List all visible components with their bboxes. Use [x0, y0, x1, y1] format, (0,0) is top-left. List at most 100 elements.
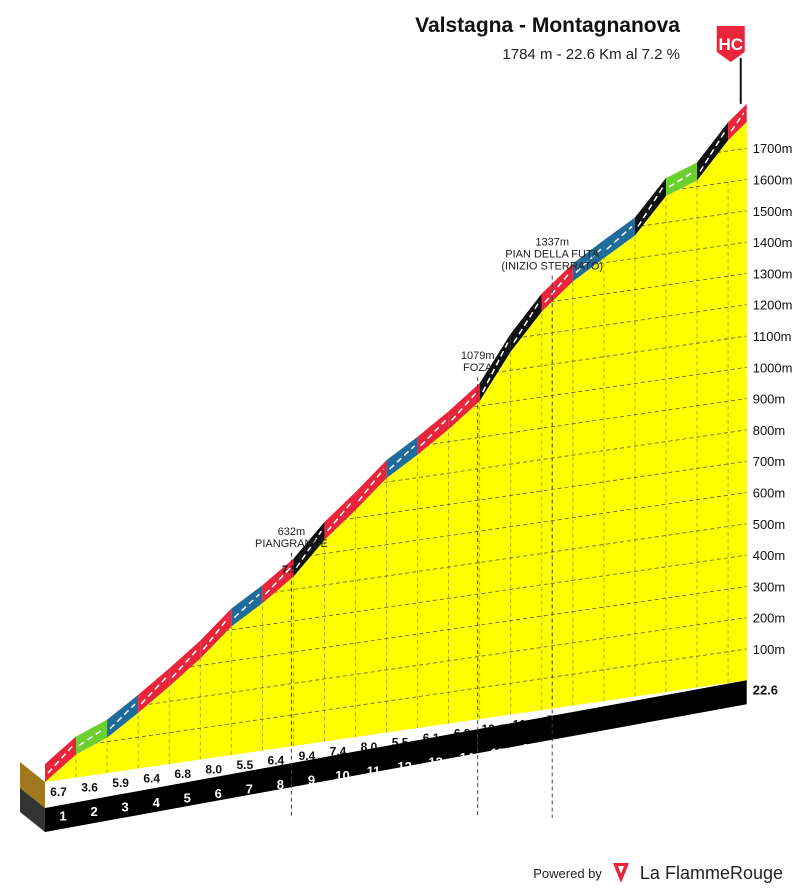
y-tick-label: 1000m: [753, 360, 793, 375]
y-tick-label: 1400m: [753, 235, 793, 250]
y-tick-label: 1200m: [753, 298, 793, 313]
y-tick-label: 1100m: [753, 329, 792, 344]
km-marker: 17: [553, 737, 567, 752]
gradient-label: 6.4: [143, 771, 160, 785]
annotation-text: FOZA: [463, 362, 493, 374]
road-centerline: [637, 186, 664, 227]
road-centerline: [730, 112, 745, 132]
road-centerline: [606, 225, 633, 250]
y-tick-label: 300m: [753, 579, 786, 594]
y-tick-label: 1500m: [753, 204, 793, 219]
road-segment: [603, 217, 635, 259]
km-marker: 9: [308, 773, 315, 788]
gridline: [44, 492, 747, 595]
road-segment: [479, 333, 511, 402]
gridline: [44, 304, 747, 407]
road-centerline: [451, 391, 478, 421]
road-centerline: [326, 500, 354, 532]
road-segment: [386, 436, 418, 479]
km-marker: 10: [335, 768, 349, 783]
road-centerline: [544, 272, 571, 303]
road-centerline: [140, 676, 167, 705]
hc-flag: [716, 26, 745, 62]
km-marker: 11: [367, 764, 381, 779]
footer: Powered by La FlammeRouge: [533, 860, 783, 886]
gridline: [44, 648, 747, 752]
total-distance-label: 22.6: [753, 682, 778, 697]
gridline: [44, 398, 747, 501]
km-marker: 16: [522, 741, 536, 756]
gradient-label: 8.0: [205, 762, 222, 776]
gradient-label: 6.8: [174, 767, 191, 781]
gradient-label: 5.9: [112, 776, 129, 790]
road-segment: [169, 640, 201, 687]
road-segment: [572, 240, 604, 282]
y-tick-label: 700m: [753, 454, 786, 469]
y-tick-label: 500m: [753, 517, 786, 532]
climb-subtitle: 1784 m - 22.6 Km al 7.2 %: [502, 46, 680, 63]
km-base-band: [45, 680, 747, 832]
road-centerline: [295, 530, 323, 569]
road-segment: [262, 558, 294, 604]
road-segment: [541, 263, 573, 312]
gridline: [44, 429, 747, 532]
annotation-text: 1079m: [461, 350, 495, 362]
road-segment: [138, 668, 170, 713]
road-centerline: [78, 728, 105, 747]
gridline: [44, 273, 747, 376]
gradient-label: 3.6: [81, 780, 98, 794]
km-marker: 19: [615, 728, 629, 743]
road-segment: [45, 736, 77, 782]
gridline: [44, 460, 747, 564]
road-centerline: [109, 703, 136, 730]
km-marker: 15: [491, 746, 505, 761]
road-segment: [231, 585, 263, 627]
y-tick-label: 800m: [753, 423, 786, 438]
km-marker: 6: [215, 786, 222, 801]
km-marker: 20: [646, 723, 660, 738]
road-centerline: [420, 419, 447, 447]
gradient-extra-label: 7.5: [282, 564, 297, 576]
annotation-text: PIAN DELLA FUTA: [505, 248, 600, 260]
km-marker: 14: [459, 750, 474, 765]
annotation-text: 632m: [278, 526, 306, 538]
road-centerline: [699, 130, 726, 172]
gridline: [44, 366, 747, 470]
y-tick-label: 600m: [753, 486, 786, 501]
y-tick-label: 1700m: [753, 141, 793, 156]
gradient-label: 9.4: [299, 749, 316, 763]
km-marker: 5: [184, 791, 191, 806]
road-centerline: [357, 468, 385, 502]
y-tick-label: 1300m: [753, 266, 793, 281]
powered-by-label: Powered by: [533, 865, 602, 881]
gridline: [44, 523, 747, 626]
road-segment: [448, 383, 480, 430]
brand-name: La FlammeRouge: [639, 862, 783, 883]
gridline: [44, 554, 747, 658]
y-tick-label: 1600m: [753, 173, 793, 188]
road-segment: [417, 411, 449, 455]
km-marker: 8: [277, 777, 284, 792]
km-marker: 21: [677, 719, 691, 734]
gridline: [44, 617, 747, 720]
gradient-label: 5.5: [236, 758, 253, 772]
y-tick-label: 100m: [753, 642, 786, 657]
road-centerline: [575, 248, 602, 274]
y-tick-label: 400m: [753, 548, 786, 563]
gradient-label: 6.7: [50, 785, 67, 799]
gridline: [44, 241, 747, 345]
gridline: [44, 335, 747, 439]
km-marker: 7: [246, 782, 253, 797]
km-marker: 13: [428, 755, 442, 770]
km-marker: 18: [584, 732, 598, 747]
flame-logo-icon: [612, 862, 630, 884]
km-marker: 3: [122, 800, 129, 815]
annotation-text: (INIZIO STERRATO): [501, 260, 603, 272]
km-marker: 12: [397, 759, 411, 774]
road-centerline: [47, 744, 74, 774]
road-centerline: [233, 593, 260, 619]
road-centerline: [264, 567, 291, 595]
y-tick-label: 900m: [753, 392, 786, 407]
km-marker: 1: [59, 809, 66, 824]
